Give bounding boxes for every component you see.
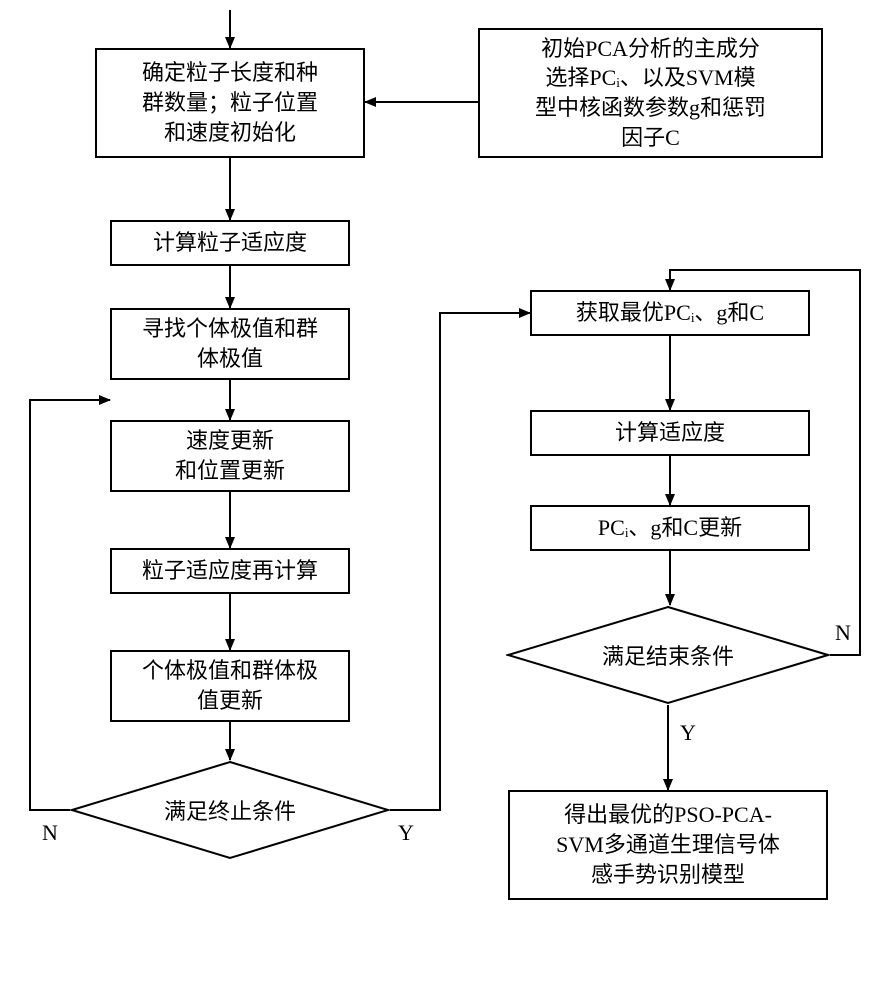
node-ld: 满足终止条件: [70, 760, 390, 860]
node-r4-label: 得出最优的PSO-PCA-SVM多通道生理信号体感手势识别模型: [556, 800, 780, 889]
node-l6: 个体极值和群体极值更新: [110, 650, 350, 722]
node-r0: 初始PCA分析的主成分选择PCᵢ、以及SVM模型中核函数参数g和惩罚因子C: [478, 28, 823, 158]
label-ld-n: N: [42, 820, 58, 846]
node-l3: 寻找个体极值和群体极值: [110, 308, 350, 380]
node-l5: 粒子适应度再计算: [110, 548, 350, 594]
node-l1: 确定粒子长度和种群数量；粒子位置和速度初始化: [95, 48, 365, 158]
node-l1-label: 确定粒子长度和种群数量；粒子位置和速度初始化: [142, 58, 318, 147]
node-l2: 计算粒子适应度: [110, 220, 350, 266]
node-l2-label: 计算粒子适应度: [153, 228, 307, 258]
node-l5-label: 粒子适应度再计算: [142, 556, 318, 586]
node-rd: 满足结束条件: [506, 605, 830, 705]
node-r4: 得出最优的PSO-PCA-SVM多通道生理信号体感手势识别模型: [508, 790, 828, 900]
node-r2: 计算适应度: [530, 410, 810, 456]
node-r1-label: 获取最优PCᵢ、g和C: [576, 298, 764, 328]
node-rd-label: 满足结束条件: [602, 639, 734, 671]
node-r0-label: 初始PCA分析的主成分选择PCᵢ、以及SVM模型中核函数参数g和惩罚因子C: [535, 34, 766, 153]
flowchart-canvas: 确定粒子长度和种群数量；粒子位置和速度初始化 计算粒子适应度 寻找个体极值和群体…: [0, 0, 878, 1000]
node-l4: 速度更新和位置更新: [110, 420, 350, 492]
node-r1: 获取最优PCᵢ、g和C: [530, 290, 810, 336]
node-r2-label: 计算适应度: [615, 418, 725, 448]
node-ld-label: 满足终止条件: [164, 794, 296, 826]
node-r3: PCᵢ、g和C更新: [530, 505, 810, 551]
label-ld-y: Y: [398, 820, 414, 846]
node-l3-label: 寻找个体极值和群体极值: [142, 314, 318, 373]
node-l6-label: 个体极值和群体极值更新: [142, 656, 318, 715]
label-rd-y: Y: [680, 720, 696, 746]
node-l4-label: 速度更新和位置更新: [175, 426, 285, 485]
node-r3-label: PCᵢ、g和C更新: [598, 513, 742, 543]
label-rd-n: N: [835, 620, 851, 646]
